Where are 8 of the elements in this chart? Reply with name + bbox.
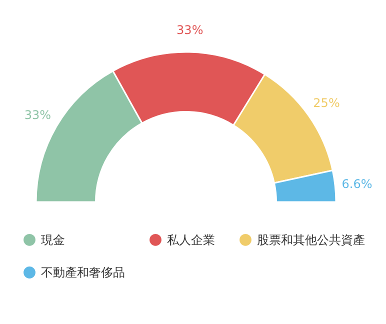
data-label: 33% [176, 23, 204, 38]
legend-label: 私人企業 [167, 232, 215, 247]
legend-label: 股票和其他公共資產 [257, 232, 365, 247]
legend-label: 不動產和奢侈品 [41, 266, 125, 280]
data-label: 25% [313, 96, 340, 110]
legend-label: 現金 [41, 232, 65, 247]
data-label: 6.6% [342, 176, 372, 191]
data-label: 33% [24, 108, 52, 122]
